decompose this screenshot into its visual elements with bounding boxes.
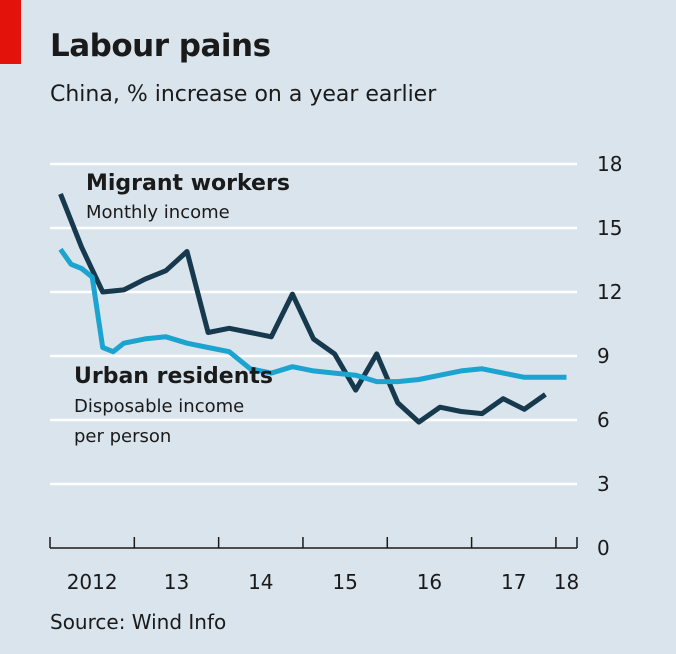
x-tick-label: 15 <box>332 570 357 594</box>
y-tick-label: 9 <box>597 344 610 368</box>
x-tick-label: 2012 <box>67 570 118 594</box>
series-line-migrant-workers <box>58 192 547 425</box>
y-tick-label: 6 <box>597 408 610 432</box>
y-tick-label: 3 <box>597 472 610 496</box>
y-tick-label: 15 <box>597 216 622 240</box>
x-tick-label: 13 <box>164 570 189 594</box>
x-tick-label: 18 <box>554 570 579 594</box>
x-tick-label: 14 <box>248 570 273 594</box>
series-line-urban-residents <box>58 247 567 385</box>
legend: Migrant workers Monthly income Urban res… <box>74 171 290 447</box>
legend-urban-subtitle: Disposable income <box>74 396 244 417</box>
legend-urban-subtitle-2: per person <box>74 426 171 447</box>
chart-title: Labour pains <box>50 28 271 64</box>
legend-urban-title: Urban residents <box>74 364 273 389</box>
y-tick-label: 18 <box>597 152 622 176</box>
brand-tag <box>0 0 21 64</box>
chart-subtitle: China, % increase on a year earlier <box>50 82 437 107</box>
legend-migrant-subtitle: Monthly income <box>86 202 230 223</box>
x-tick-label: 17 <box>501 570 526 594</box>
legend-migrant-title: Migrant workers <box>86 171 290 196</box>
series-lines <box>58 192 567 425</box>
y-tick-label: 12 <box>597 280 622 304</box>
source-note: Source: Wind Info <box>50 610 227 634</box>
grid: 0 3 6 9 12 15 18 <box>50 152 622 560</box>
x-axis: 2012 13 14 15 16 17 18 <box>49 537 579 594</box>
y-tick-label: 0 <box>597 536 610 560</box>
x-tick-label: 16 <box>417 570 442 594</box>
